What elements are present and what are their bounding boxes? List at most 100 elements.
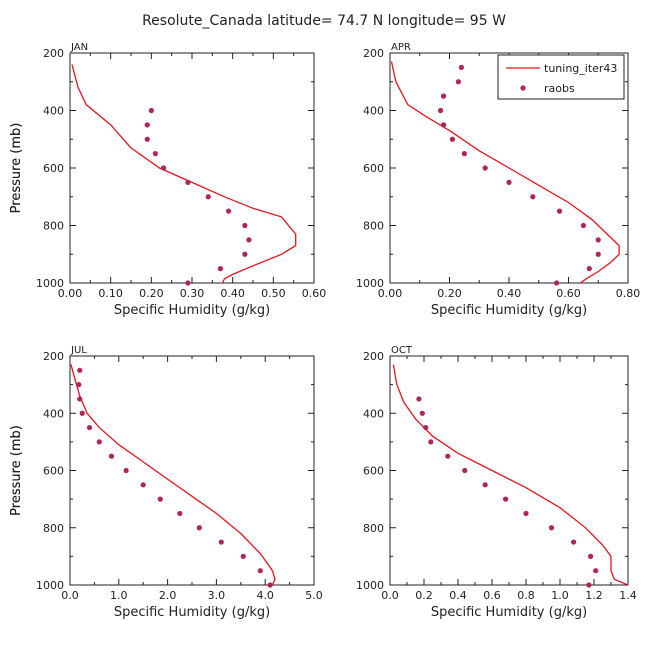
y-tick-label: 1000 <box>356 277 384 290</box>
x-tick-label: 0.6 <box>483 589 501 602</box>
panel-jan: 0.00 0.10 0.20 0.30 0.40 0.50 0.60 200 400 600 800… <box>9 42 326 318</box>
raobs-point <box>523 510 529 517</box>
x-tick-label: 0.00 <box>378 287 403 300</box>
y-tick-label: 400 <box>363 407 384 420</box>
y-tick-label: 200 <box>43 350 64 363</box>
raobs-point <box>416 396 422 402</box>
x-tick-label: 0.60 <box>302 287 327 300</box>
legend-obs-label: raobs <box>544 82 575 95</box>
raobs-point <box>76 382 82 388</box>
raobs-point <box>140 482 146 488</box>
raobs-point <box>96 439 102 445</box>
y-axis-label: Pressure (mb) <box>9 425 24 516</box>
raobs-point <box>503 496 509 502</box>
plot-frame <box>389 355 629 586</box>
raobs-point <box>419 410 425 416</box>
x-tick-label: 3.0 <box>208 589 226 602</box>
legend-obs-swatch <box>520 85 526 91</box>
raobs-point <box>595 251 601 257</box>
figure-title: Resolute_Canada latitude= 74.7 N longitu… <box>142 13 506 29</box>
y-axis-label: Pressure (mb) <box>9 425 24 516</box>
raobs-point <box>571 539 577 545</box>
x-tick-label: 0.40 <box>220 287 245 300</box>
raobs-point <box>548 525 555 531</box>
y-tick-label: 1000 <box>356 579 384 592</box>
raobs-point <box>461 151 467 157</box>
raobs-point <box>77 367 83 373</box>
raobs-point <box>123 467 129 474</box>
raobs-point <box>77 396 83 402</box>
x-tick-label: 0.60 <box>556 287 581 300</box>
raobs-point <box>554 280 560 286</box>
raobs-point <box>440 122 447 128</box>
panel-label: JUL <box>70 345 87 356</box>
raobs-point <box>445 453 451 459</box>
raobs-point <box>482 482 488 488</box>
model-line <box>70 364 276 586</box>
x-tick-label: 5.0 <box>305 589 323 602</box>
y-tick-label: 600 <box>363 162 384 175</box>
x-tick-label: 1.0 <box>110 589 128 602</box>
raobs-point <box>580 222 586 229</box>
raobs-point <box>177 510 183 517</box>
y-tick-label: 800 <box>43 220 64 233</box>
y-axis-label: Pressure (mb) <box>9 123 24 214</box>
y-tick-label: 400 <box>43 407 64 420</box>
raobs-point <box>205 194 211 200</box>
legend-box <box>497 54 625 100</box>
panel-label: OCT <box>391 345 413 356</box>
raobs-point <box>246 237 252 243</box>
raobs-point <box>506 179 512 185</box>
x-tick-label: 0.4 <box>449 589 467 602</box>
model-line <box>392 364 629 586</box>
y-tick-label: 1000 <box>36 579 64 592</box>
x-tick-label: 4.0 <box>256 589 274 602</box>
raobs-point <box>218 539 224 545</box>
x-tick-label: 0.0 <box>381 589 399 602</box>
panel-label: JAN <box>70 42 88 53</box>
x-tick-label: 1.0 <box>551 589 569 602</box>
raobs-point <box>157 496 163 502</box>
y-tick-label: 1000 <box>36 277 64 290</box>
panel-apr: 0.00 0.20 0.40 0.60 0.80 200 400 600 800 1000 APR S… <box>9 42 640 318</box>
raobs-point <box>257 568 263 574</box>
raobs-point <box>267 582 273 588</box>
y-tick-label: 600 <box>43 162 64 175</box>
x-axis-label: Specific Humidity (g/kg) <box>114 303 270 318</box>
raobs-point <box>428 439 434 445</box>
raobs-point <box>217 266 224 272</box>
model-line <box>71 64 297 284</box>
y-tick-label: 200 <box>363 350 384 363</box>
x-tick-label: 0.00 <box>58 287 83 300</box>
panel-label: APR <box>391 42 411 53</box>
raobs-point <box>226 208 232 214</box>
y-tick-label: 800 <box>363 220 384 233</box>
raobs-point <box>242 222 248 229</box>
y-tick-label: 400 <box>363 105 384 118</box>
x-tick-label: 0.2 <box>415 589 433 602</box>
x-tick-label: 0.30 <box>180 287 205 300</box>
raobs-point <box>86 424 93 431</box>
raobs-point <box>423 424 429 431</box>
raobs-point <box>530 194 536 200</box>
legend-model-label: tuning_iter43 <box>544 62 617 75</box>
raobs-point <box>240 553 246 559</box>
raobs-point <box>449 136 456 142</box>
x-tick-label: 0.20 <box>139 287 164 300</box>
y-tick-label: 400 <box>43 105 64 118</box>
raobs-point <box>595 237 601 243</box>
x-tick-label: 0.20 <box>437 287 462 300</box>
raobs-point <box>242 251 248 257</box>
x-tick-label: 0.8 <box>517 589 535 602</box>
raobs-point <box>586 266 592 272</box>
y-tick-label: 800 <box>363 522 384 535</box>
raobs-point <box>437 107 444 114</box>
raobs-point <box>458 64 464 70</box>
x-tick-label: 1.4 <box>619 589 637 602</box>
y-tick-label: 800 <box>43 522 64 535</box>
x-tick-label: 0.50 <box>261 287 286 300</box>
plot-frame <box>69 52 315 284</box>
raobs-point <box>108 453 115 459</box>
